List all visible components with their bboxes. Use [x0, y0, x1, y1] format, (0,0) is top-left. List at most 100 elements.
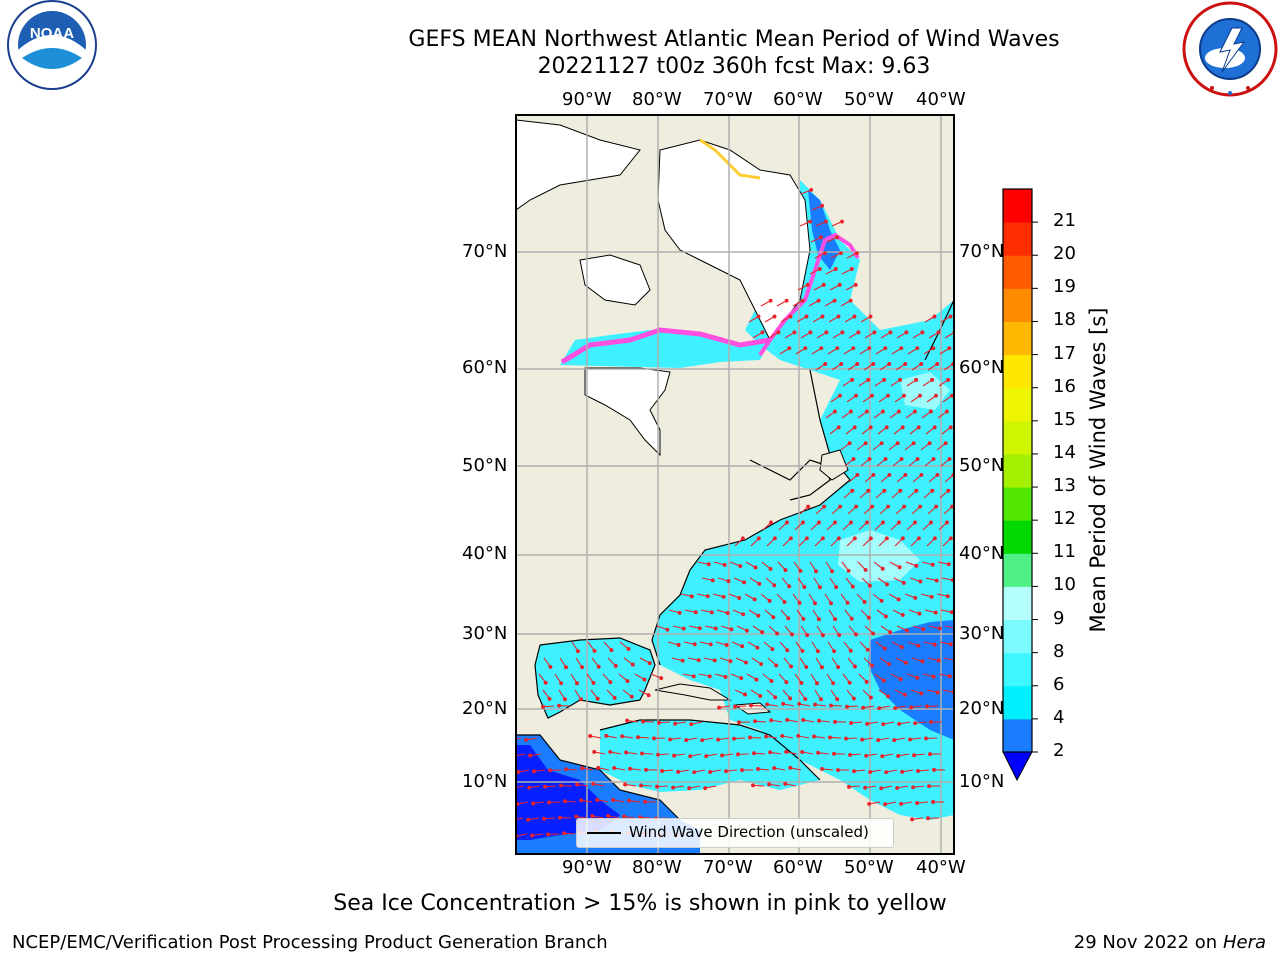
wave-direction-arrowhead — [707, 674, 712, 679]
lat-label-left: 20°N — [462, 698, 508, 719]
wave-direction-arrowhead — [756, 536, 761, 541]
wave-direction-arrowhead — [865, 520, 869, 525]
sea-ice-hudson-edge — [560, 327, 771, 365]
wave-direction-arrowhead — [622, 814, 627, 819]
wave-direction-arrowhead — [848, 648, 853, 653]
wave-direction-arrowhead — [880, 566, 885, 571]
wave-direction-arrowhead — [896, 409, 901, 414]
wave-direction-arrowhead — [813, 702, 818, 707]
wave-direction-arrowhead — [863, 441, 868, 446]
wave-direction-arrowhead — [903, 472, 908, 477]
wave-direction-arrowhead — [852, 314, 857, 319]
wave-direction-arrowhead — [871, 472, 876, 477]
wave-direction-arrowhead — [911, 441, 916, 446]
wave-direction-arrowhead — [740, 536, 745, 541]
wave-direction-arrowhead — [936, 330, 941, 335]
wave-direction-arrowhead — [848, 298, 853, 303]
lon-label-bottom: 90°W — [562, 857, 612, 878]
wave-direction-arrowhead — [899, 645, 904, 650]
wave-direction-arrowhead — [726, 579, 731, 584]
newfoundland — [819, 449, 849, 481]
wave-direction-arrowhead — [774, 663, 779, 668]
wave-direction-arrowhead — [817, 718, 822, 723]
wave-direction-arrowhead — [558, 815, 562, 820]
wave-direction-arrowhead — [946, 377, 951, 382]
lat-label-right: 30°N — [959, 623, 1005, 644]
wave-direction-arrowhead — [804, 314, 809, 319]
hudson-bay — [584, 367, 671, 457]
wave-direction-arrowhead — [934, 504, 939, 509]
wave-direction-arrowhead — [805, 633, 810, 638]
wave-direction-arrowhead — [527, 785, 532, 790]
wave-direction-arrowhead — [757, 581, 762, 586]
wave-direction-arrowhead — [930, 488, 935, 493]
wave-direction-arrowhead — [822, 251, 827, 256]
wave-direction-arrowhead — [687, 786, 692, 791]
wave-direction-arrowhead — [932, 536, 937, 541]
wave-direction-arrowhead — [918, 579, 923, 584]
wave-direction-arrowhead — [801, 617, 806, 621]
wave-direction-arrowhead — [855, 472, 860, 477]
map-frame — [515, 114, 955, 855]
wave-direction-arrowhead — [703, 786, 708, 791]
lat-label-right: 50°N — [959, 455, 1005, 476]
wave-direction-arrowhead — [866, 488, 871, 493]
wave-direction-arrowhead — [820, 314, 825, 319]
wave-direction-arrowhead — [916, 643, 921, 648]
wave-direction-arrowhead — [865, 647, 870, 652]
wave-direction-arrowhead — [887, 662, 892, 667]
wave-direction-arrowhead — [928, 752, 932, 757]
wave-direction-arrowhead — [786, 616, 791, 621]
wave-direction-arrowhead — [918, 393, 922, 398]
labrador-sea — [745, 180, 954, 380]
wave-direction-arrowhead — [864, 679, 869, 684]
wave-direction-arrowhead — [932, 425, 937, 430]
wave-direction-arrowhead — [914, 563, 919, 568]
wave-direction-arrowhead — [739, 676, 744, 681]
wave-direction-arrowhead — [869, 695, 873, 700]
colorbar-tick-label: 13 — [1053, 475, 1076, 497]
nws-logo — [1180, 0, 1280, 98]
wave-direction-arrowhead — [796, 733, 801, 738]
wave-direction-arrowhead — [745, 628, 749, 633]
sea-ice-greenland-edge — [758, 232, 860, 357]
colorbar-cell — [1003, 586, 1032, 621]
wave-direction-arrowhead — [833, 267, 838, 271]
wave-direction-arrowhead — [705, 594, 710, 599]
wave-direction-arrowhead — [606, 813, 611, 818]
colorbar-cell — [1003, 387, 1032, 422]
wave-direction-arrowhead — [854, 504, 859, 509]
wave-direction-arrowhead — [879, 441, 884, 446]
wave-direction-arrowhead — [948, 314, 953, 319]
wave-direction-arrowhead — [721, 594, 726, 599]
wave-direction-arrowhead — [548, 664, 553, 669]
wave-direction-arrowhead — [625, 679, 630, 683]
wave-direction-arrowhead — [836, 536, 841, 541]
wave-direction-arrowhead — [867, 583, 872, 588]
wave-direction-arrowhead — [612, 766, 617, 770]
wave-direction-arrowhead — [934, 578, 939, 583]
wave-direction-arrowhead — [772, 766, 777, 771]
wave-direction-arrowhead — [808, 330, 813, 335]
wave-direction-arrow — [516, 785, 525, 789]
wave-direction-arrowhead — [547, 800, 551, 805]
wave-direction-arrowhead — [936, 658, 941, 663]
wave-direction-arrowhead — [884, 536, 889, 541]
wave-direction-arrowhead — [729, 627, 734, 632]
wave-direction-arrowhead — [937, 626, 942, 631]
wave-direction-arrowhead — [948, 425, 953, 430]
credit-text: NCEP/EMC/Verification Post Processing Pr… — [12, 932, 608, 953]
colorbar-cell — [1003, 685, 1032, 720]
wave-direction-arrowhead — [790, 632, 794, 637]
colorbar-cell — [1003, 619, 1032, 654]
wave-direction-arrowhead — [819, 346, 824, 351]
wave-direction-arrowhead — [947, 674, 952, 679]
wave-direction-arrowhead — [915, 457, 920, 461]
wave-direction-arrowhead — [787, 584, 792, 589]
wave-direction-arrowhead — [742, 580, 747, 585]
wave-direction-arrowhead — [850, 584, 855, 589]
colorbar-tick-label: 20 — [1053, 243, 1076, 265]
wave-direction-arrowhead — [813, 601, 817, 606]
lat-label-right: 40°N — [959, 543, 1005, 564]
wave-direction-arrowhead — [896, 597, 901, 602]
